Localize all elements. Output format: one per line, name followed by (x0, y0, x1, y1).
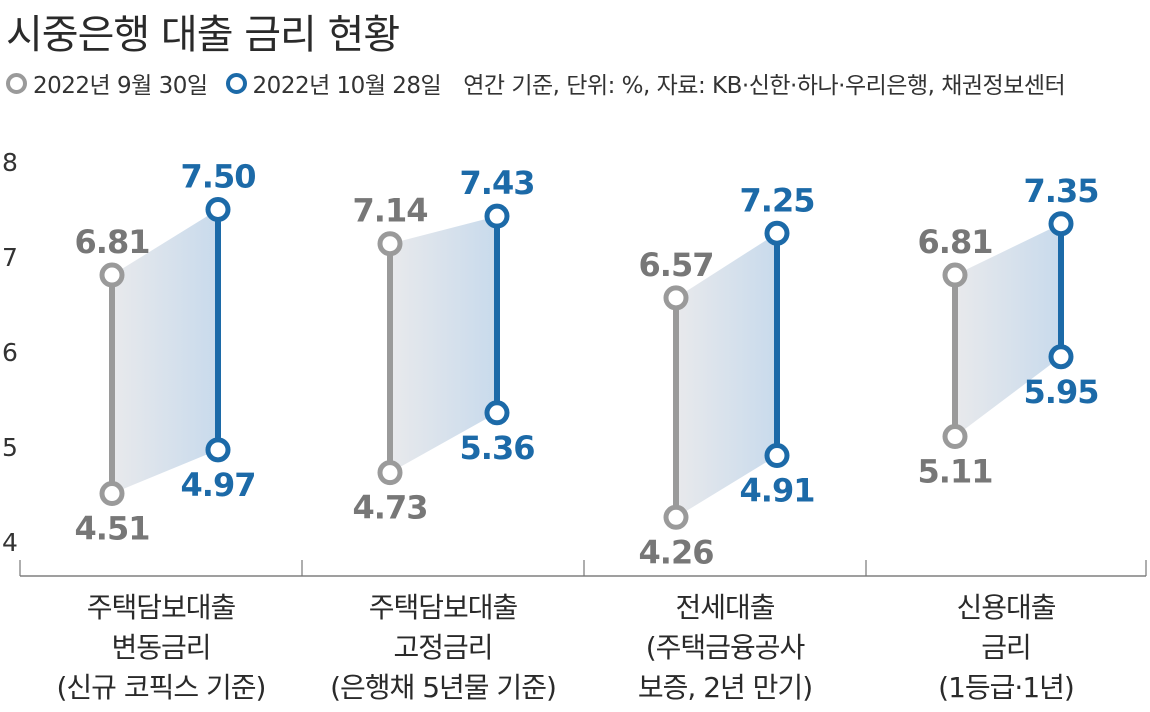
oct-low-marker (205, 437, 231, 463)
category-label-line: 신용대출 (956, 591, 1056, 624)
sep-high-marker (99, 262, 125, 288)
legend-marker-blue-icon (225, 72, 247, 94)
sep-high-label: 7.14 (353, 192, 428, 230)
oct-low-label: 5.95 (1024, 373, 1099, 411)
oct-high-marker (484, 203, 510, 229)
oct-low-marker (484, 400, 510, 426)
sep-low-label: 4.26 (639, 533, 714, 571)
oct-low-label: 5.36 (460, 429, 535, 467)
sep-low-label: 5.11 (918, 453, 993, 491)
range-band (676, 233, 777, 518)
range-band (390, 216, 497, 473)
legend-label-sep: 2022년 9월 30일 (33, 73, 208, 99)
sep-high-marker (663, 285, 689, 311)
y-tick-label: 7 (2, 243, 18, 272)
category-label-line: (주택금융공사 (645, 631, 806, 664)
category-label-line: 변동금리 (111, 631, 211, 664)
legend-item-oct: 2022년 10월 28일 (225, 66, 442, 100)
range-band (955, 223, 1061, 437)
oct-high-marker (764, 220, 790, 246)
range-band (112, 209, 218, 494)
sep-high-marker (942, 262, 968, 288)
y-tick-label: 6 (2, 338, 18, 367)
category-label-line: 보증, 2년 만기) (637, 671, 813, 704)
sep-low-marker (942, 424, 968, 450)
category-label-line: 고정금리 (393, 631, 493, 664)
sep-low-label: 4.51 (75, 510, 150, 548)
legend-marker-gray-icon (6, 72, 27, 94)
y-tick-label: 4 (2, 528, 18, 557)
y-tick-label: 8 (2, 148, 18, 177)
oct-high-label: 7.50 (181, 158, 256, 196)
oct-high-marker (205, 197, 231, 222)
oct-high-label: 7.43 (460, 164, 535, 202)
oct-low-label: 4.97 (181, 466, 256, 504)
sep-low-marker (99, 481, 125, 507)
legend: 2022년 9월 30일 2022년 10월 28일 연간 기준, 단위: %,… (6, 66, 1066, 100)
sep-high-marker (377, 231, 403, 257)
category-label-line: (신규 코픽스 기준) (56, 671, 267, 704)
sep-low-label: 4.73 (353, 489, 428, 527)
category-label-line: 주택담보대출 (86, 591, 237, 624)
legend-note: 연간 기준, 단위: %, 자료: KB·신한·하나·우리은행, 채권정보센터 (463, 73, 1066, 99)
sep-high-label: 6.57 (639, 246, 714, 284)
sep-low-marker (377, 460, 403, 486)
sep-high-label: 6.81 (918, 223, 993, 261)
oct-low-label: 4.91 (740, 472, 815, 510)
sep-low-marker (663, 504, 689, 530)
sep-high-label: 6.81 (75, 223, 150, 261)
y-tick-label: 5 (2, 433, 18, 462)
oct-high-label: 7.25 (740, 181, 815, 219)
category-label-line: 금리 (981, 631, 1032, 664)
legend-label-oct: 2022년 10월 28일 (252, 73, 442, 99)
page-title: 시중은행 대출 금리 현황 (6, 12, 400, 58)
category-label-line: 전세대출 (675, 591, 775, 624)
oct-high-marker (1048, 211, 1074, 237)
category-label-line: (은행채 5년물 기준) (330, 671, 557, 704)
oct-high-label: 7.35 (1024, 172, 1099, 210)
legend-item-sep: 2022년 9월 30일 (6, 66, 208, 100)
oct-low-marker (764, 443, 790, 469)
category-label-line: (1등급·1년) (938, 671, 1075, 704)
category-label-line: 주택담보대출 (368, 591, 519, 624)
oct-low-marker (1048, 344, 1074, 370)
